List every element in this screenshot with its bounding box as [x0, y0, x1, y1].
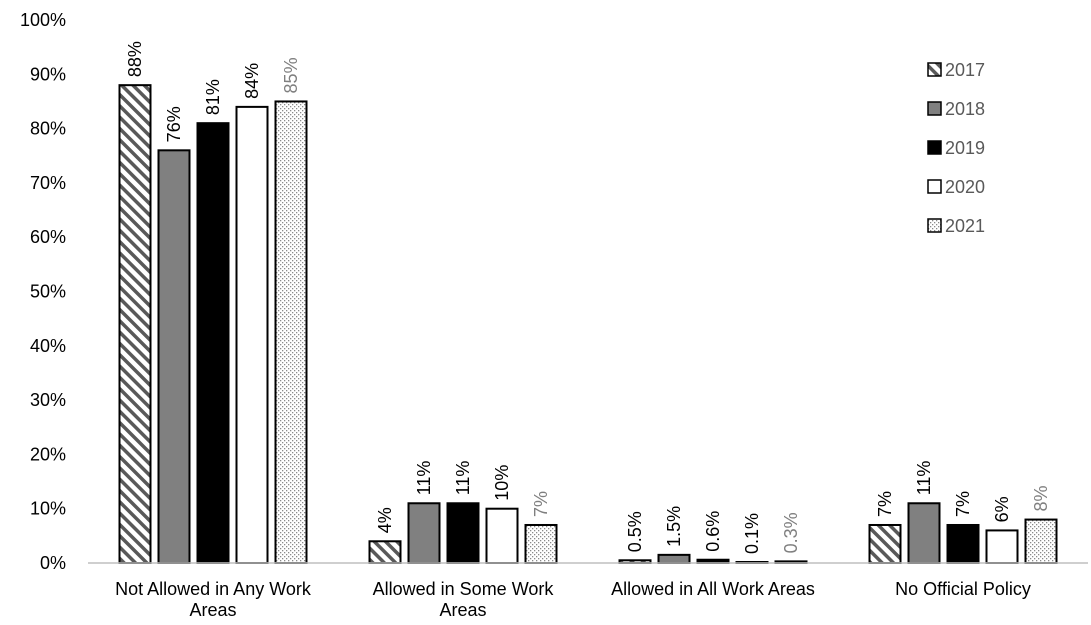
- y-tick-label: 100%: [20, 10, 66, 30]
- bar: [524, 523, 558, 564]
- data-label: 0.1%: [742, 513, 762, 554]
- category-label: Allowed in All Work Areas: [611, 579, 815, 599]
- bar: [157, 149, 191, 564]
- data-label: 11%: [914, 461, 934, 496]
- y-tick-label: 40%: [30, 336, 66, 356]
- bars: [118, 84, 1058, 565]
- data-label: 0.6%: [703, 511, 723, 552]
- data-label: 8%: [1031, 486, 1051, 512]
- legend-label: 2019: [945, 138, 985, 158]
- y-tick-label: 90%: [30, 64, 66, 84]
- bar: [485, 507, 519, 565]
- data-label: 7%: [953, 491, 973, 517]
- y-tick-label: 10%: [30, 499, 66, 519]
- bar: [407, 502, 441, 564]
- bar: [1024, 518, 1058, 564]
- data-label: 85%: [281, 57, 301, 93]
- bar: [368, 540, 402, 565]
- y-tick-label: 0%: [40, 553, 66, 573]
- legend-label: 2020: [945, 177, 985, 197]
- data-label: 81%: [203, 79, 223, 115]
- data-label: 1.5%: [664, 506, 684, 547]
- data-label: 4%: [375, 507, 395, 533]
- y-tick-label: 20%: [30, 444, 66, 464]
- bar: [907, 502, 941, 564]
- y-tick-label: 30%: [30, 390, 66, 410]
- data-label: 84%: [242, 63, 262, 99]
- legend-swatch: [927, 62, 942, 77]
- y-tick-label: 50%: [30, 282, 66, 302]
- data-label: 7%: [875, 491, 895, 517]
- y-tick-label: 60%: [30, 227, 66, 247]
- data-label: 10%: [492, 465, 512, 501]
- category-label: Allowed in Some Work: [373, 579, 555, 599]
- bar: [946, 523, 980, 564]
- bar: [985, 529, 1019, 564]
- category-label: Areas: [439, 600, 486, 620]
- data-label: 11%: [414, 461, 434, 496]
- bar: [274, 100, 308, 564]
- data-label: 0.3%: [781, 512, 801, 553]
- category-label: No Official Policy: [895, 579, 1031, 599]
- data-label: 76%: [164, 106, 184, 142]
- bar: [868, 523, 902, 564]
- category-label: Areas: [189, 600, 236, 620]
- legend-swatch: [927, 218, 942, 233]
- y-tick-label: 80%: [30, 119, 66, 139]
- data-label: 88%: [125, 41, 145, 77]
- data-label: 7%: [531, 491, 551, 517]
- legend-label: 2018: [945, 99, 985, 119]
- data-label: 0.5%: [625, 511, 645, 552]
- legend-label: 2021: [945, 216, 985, 236]
- bar: [657, 553, 691, 564]
- category-label: Not Allowed in Any Work: [115, 579, 312, 599]
- y-axis: 0% 10% 20% 30% 40% 50% 60% 70% 80% 90% 100%: [20, 10, 66, 573]
- bar: [446, 502, 480, 564]
- legend-swatch: [927, 101, 942, 116]
- bar: [118, 84, 152, 564]
- legend: 2017 2018 2019 2020 2021: [927, 60, 985, 236]
- data-labels: 88% 76% 81% 84% 85% 4% 11% 11% 10% 7% 0.5% 1.5% 0.6%…: [125, 41, 1051, 554]
- legend-swatch: [927, 179, 942, 194]
- bar: [235, 105, 269, 564]
- legend-swatch: [927, 140, 942, 155]
- legend-label: 2017: [945, 60, 985, 80]
- data-label: 6%: [992, 496, 1012, 522]
- bar: [196, 122, 230, 564]
- y-tick-label: 70%: [30, 173, 66, 193]
- data-label: 11%: [453, 461, 473, 496]
